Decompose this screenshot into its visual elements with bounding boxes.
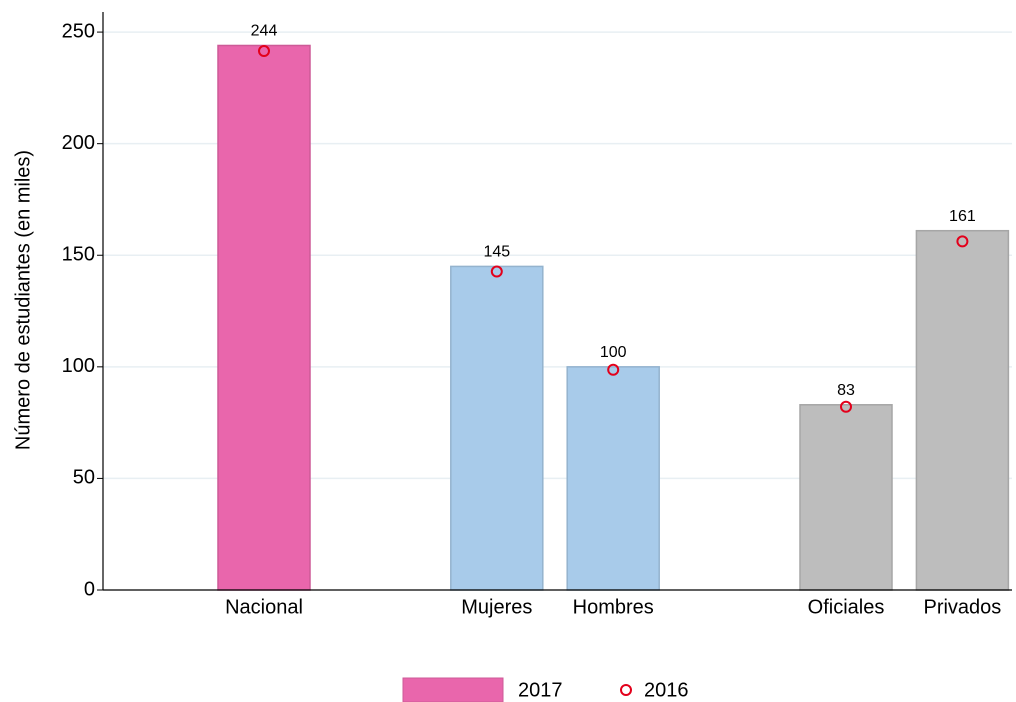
marker bbox=[840, 400, 852, 413]
y-tick-label: 100 bbox=[62, 355, 95, 377]
y-tick-label: 150 bbox=[62, 244, 95, 266]
bar bbox=[217, 44, 311, 591]
marker bbox=[490, 265, 503, 278]
y-tick-label: 200 bbox=[62, 132, 95, 154]
legend-marker bbox=[620, 684, 632, 696]
bar bbox=[566, 366, 660, 591]
marker bbox=[258, 45, 270, 58]
x-tick-label: Hombres bbox=[573, 596, 654, 618]
x-tick-label: Oficiales bbox=[808, 596, 885, 618]
legend-swatch bbox=[402, 677, 504, 702]
y-tick-label: 0 bbox=[84, 578, 95, 600]
y-axis-label: Número de estudiantes (en miles) bbox=[12, 150, 34, 450]
value-label: 161 bbox=[949, 208, 976, 225]
x-tick-label: Privados bbox=[923, 596, 1001, 618]
marker bbox=[607, 363, 620, 376]
x-tick-label: Mujeres bbox=[461, 596, 532, 618]
y-tick-label: 250 bbox=[62, 20, 95, 42]
value-label: 83 bbox=[837, 382, 855, 399]
bar bbox=[450, 265, 544, 591]
value-label: 145 bbox=[483, 244, 510, 261]
bar bbox=[799, 404, 893, 591]
y-tick-label: 50 bbox=[73, 467, 95, 489]
value-label: 100 bbox=[600, 344, 627, 361]
value-label: 244 bbox=[251, 23, 278, 40]
marker bbox=[956, 235, 969, 248]
x-tick-label: Nacional bbox=[225, 596, 303, 618]
legend-label: 2017 bbox=[518, 679, 563, 701]
bar bbox=[915, 229, 1010, 591]
legend-label: 2016 bbox=[644, 679, 689, 701]
